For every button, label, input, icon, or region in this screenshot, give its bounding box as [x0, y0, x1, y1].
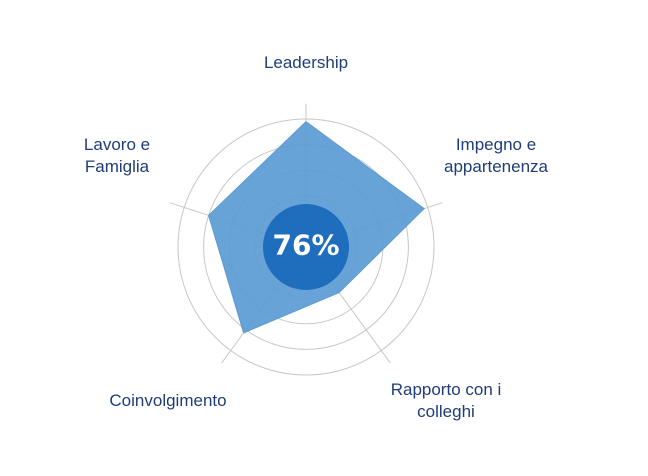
axis-label-coinvolgimento: Coinvolgimento	[109, 391, 227, 410]
center-value: 76%	[272, 228, 340, 262]
center-circle	[263, 204, 349, 290]
axis-label-leadership: Leadership	[263, 53, 349, 72]
axis-label-rapporto: Rapporto con i colleghi	[390, 380, 502, 421]
axis-label-impegno: Impegno e appartenenza	[444, 135, 548, 176]
axis-label-lavoro: Lavoro e Famiglia	[83, 135, 151, 176]
